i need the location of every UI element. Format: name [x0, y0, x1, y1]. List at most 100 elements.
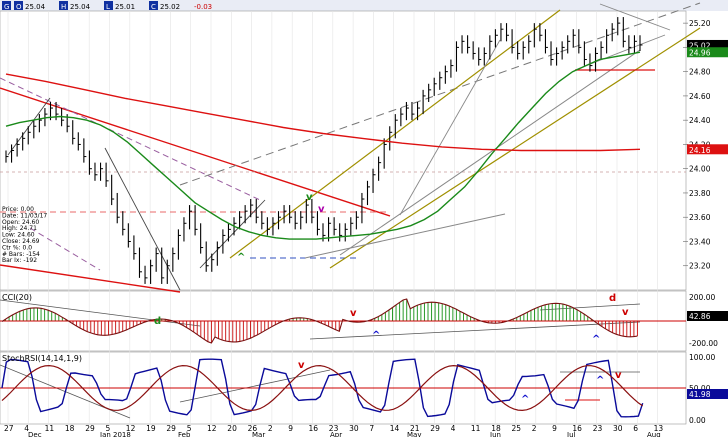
annotation-mark: ^	[596, 375, 604, 386]
x-tick-label: 12	[126, 424, 136, 433]
field-label-box	[14, 1, 23, 10]
y-tick-label: 23.20	[689, 262, 711, 271]
annotation-mark: v	[615, 370, 622, 381]
x-tick-label: 4	[451, 424, 456, 433]
MA200-line	[5, 73, 641, 152]
last-close-box	[687, 39, 728, 50]
x-month-label: Mar	[252, 431, 265, 437]
y-tick-label: 25.20	[689, 19, 711, 28]
x-tick-label: 18	[491, 424, 501, 433]
annotation-mark: ^	[237, 252, 245, 263]
x-tick-label: 9	[288, 424, 293, 433]
cci-trendline	[539, 303, 641, 311]
vertical-gridlines	[7, 11, 658, 424]
stoch-value-box	[687, 389, 728, 399]
y-tick-label: 24.40	[689, 116, 711, 125]
y-tick-label: 23.80	[689, 189, 711, 198]
annotation-mark: v	[318, 204, 325, 215]
x-month-label: Apr	[330, 431, 342, 437]
stoch-value-label: 41.98	[689, 390, 711, 399]
x-tick-label: 13	[654, 424, 664, 433]
ma-marker-box	[687, 47, 728, 58]
x-tick-label: 14	[390, 424, 400, 433]
field-value: 25.04	[70, 3, 91, 11]
annotation-mark: d	[154, 316, 161, 327]
cci-value-box	[687, 311, 728, 321]
x-tick-label: 23	[593, 424, 603, 433]
field-label: H	[61, 3, 66, 11]
annotation-mark: d	[609, 293, 616, 304]
data-window-row: Close: 24.69	[2, 238, 40, 245]
data-window-row: High: 24.71	[2, 225, 37, 232]
gray-trendline	[599, 3, 671, 31]
purple-dashed-line	[0, 77, 261, 201]
cci-tick-label: -200.00	[689, 339, 718, 348]
x-tick-label: 7	[369, 424, 374, 433]
x-tick-label: 29	[166, 424, 176, 433]
cci-title: CCI(20)	[2, 293, 32, 302]
field-label-box	[59, 1, 68, 10]
stoch-trendline	[179, 369, 331, 403]
symbol-box[interactable]	[2, 1, 11, 10]
data-window-row: Ctr %: 0.0	[2, 244, 32, 251]
x-tick-label: 11	[45, 424, 55, 433]
annotation-mark: v	[350, 308, 357, 319]
annotation-mark: v	[622, 307, 629, 318]
cci-line	[1, 298, 638, 344]
x-tick-label: 9	[552, 424, 557, 433]
field-label-box	[149, 1, 158, 10]
gray-dashed-channel	[179, 2, 701, 186]
price-bars	[5, 17, 643, 284]
annotation-mark: ^	[372, 330, 380, 341]
black-trendline	[7, 97, 51, 156]
x-month-label: Dec	[28, 431, 42, 437]
annotation-mark: v	[306, 192, 313, 203]
trendlines	[0, 2, 701, 419]
black-trendline	[199, 199, 266, 269]
x-tick-label: 4	[24, 424, 29, 433]
x-month-label: Jul	[566, 431, 576, 437]
field-value: 25.02	[160, 3, 180, 11]
field-label: L	[106, 3, 110, 11]
x-tick-label: 29	[430, 424, 440, 433]
field-label-box	[104, 1, 113, 10]
x-tick-label: 11	[471, 424, 481, 433]
x-tick-label: 16	[309, 424, 319, 433]
x-tick-label: 20	[227, 424, 237, 433]
x-tick-label: 19	[146, 424, 156, 433]
gray-trendline	[399, 39, 501, 216]
field-label: O	[16, 3, 22, 11]
annotation-mark: ^	[521, 394, 529, 405]
purple-dashed-line	[29, 227, 101, 271]
olive-channel-lower	[329, 27, 701, 269]
red-downtrend-line	[0, 87, 391, 217]
stoch-tick-label: 100.00	[689, 353, 715, 362]
stochrsi-k-line	[1, 358, 644, 418]
x-tick-label: 21	[410, 424, 420, 433]
field-label: C	[151, 3, 156, 11]
cci-trendline	[309, 321, 641, 340]
annotation-mark: v	[298, 360, 305, 371]
data-window-row: Bar Ix: -192	[2, 257, 37, 264]
stochrsi-d-line	[1, 364, 644, 412]
y-tick-label: 24.00	[689, 165, 711, 174]
gray-trendline	[304, 213, 506, 259]
stochrsi-title: StochRSI(14,14,1,9)	[2, 354, 82, 363]
y-tick-label: 24.80	[689, 68, 711, 77]
y-tick-label: 23.40	[689, 237, 711, 246]
y-tick-label: 24.60	[689, 92, 711, 101]
x-tick-label: 12	[207, 424, 217, 433]
x-tick-label: 23	[329, 424, 339, 433]
x-axis: 27 4 11 18 29 5 12 19 29 5 12 20 26 2 9 16 23 30 7 14 21 29 4 1…	[4, 424, 663, 437]
x-tick-label: 26	[248, 424, 258, 433]
cci-trendline	[0, 299, 201, 327]
field-value: -0.03	[194, 3, 212, 11]
indicator-lines	[0, 298, 686, 418]
x-tick-label: 6	[633, 424, 638, 433]
ma-marker-label: 24.16	[689, 146, 711, 155]
annotations: vv^dv^ ^dvv^^ v	[154, 192, 629, 405]
x-tick-label: 2	[268, 424, 273, 433]
data-window-row: Date: 11/03/17	[2, 212, 47, 219]
